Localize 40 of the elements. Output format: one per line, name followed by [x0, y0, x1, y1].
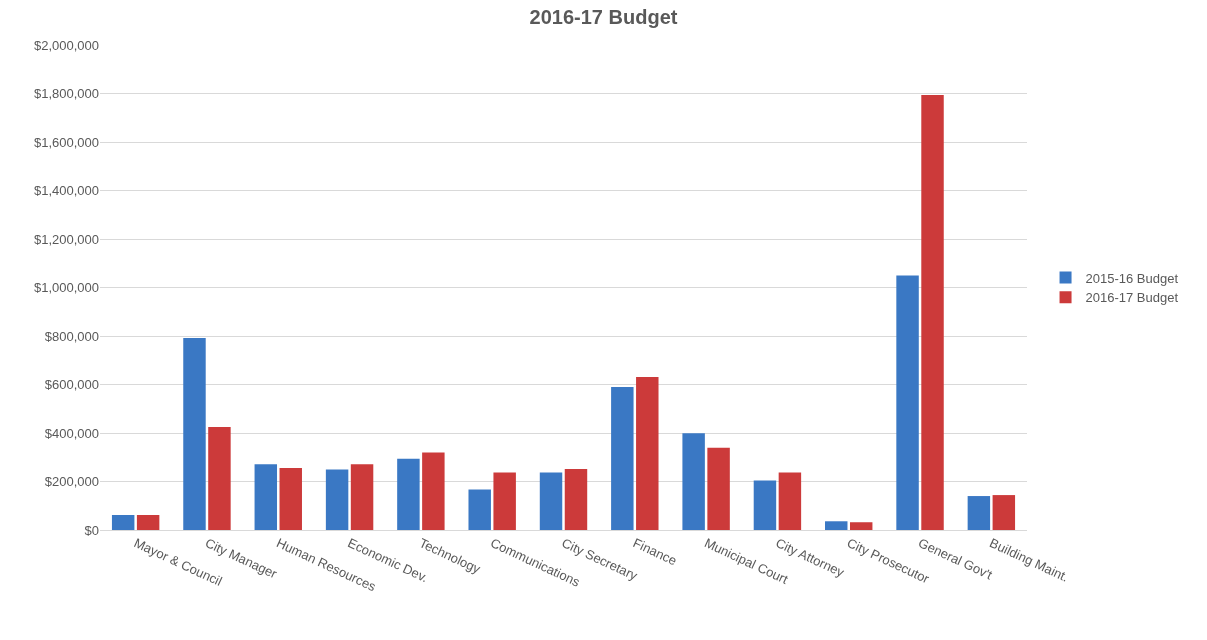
bar	[682, 433, 705, 530]
bar	[254, 464, 278, 530]
bar	[636, 376, 659, 530]
bar	[778, 472, 802, 530]
bar	[849, 522, 873, 530]
bar	[707, 447, 730, 530]
bar	[921, 94, 944, 530]
y-tick-label: $1,800,000	[33, 86, 99, 102]
bar	[111, 514, 135, 530]
legend-label: 2016-17 Budget	[1085, 290, 1179, 306]
y-tick-label: $1,000,000	[33, 280, 99, 296]
bar	[611, 386, 634, 530]
y-tick-label: $800,000	[44, 328, 99, 344]
y-tick-label: $600,000	[44, 377, 99, 393]
bar	[325, 469, 349, 530]
bar	[753, 480, 777, 530]
y-tick-label: $200,000	[44, 474, 99, 490]
bar	[825, 521, 848, 530]
bar	[539, 472, 563, 530]
y-tick-label: $1,400,000	[33, 183, 99, 199]
bar	[967, 496, 991, 530]
bar	[350, 464, 374, 530]
bar	[992, 495, 1016, 530]
y-tick-label: $1,600,000	[33, 134, 99, 150]
y-tick-label: $400,000	[44, 425, 99, 441]
bar	[208, 426, 231, 530]
bar	[422, 452, 445, 530]
y-tick-label: $1,200,000	[33, 231, 99, 247]
legend-label: 2015-16 Budget	[1085, 270, 1179, 286]
bar	[896, 275, 919, 530]
y-tick-label: $0	[84, 522, 99, 538]
bar	[279, 467, 302, 530]
bar	[468, 489, 491, 530]
y-tick-label: $2,000,000	[33, 37, 99, 53]
bar	[493, 472, 516, 530]
bar	[564, 468, 588, 530]
bar	[183, 337, 206, 530]
bar	[397, 458, 420, 530]
chart-title: 2016-17 Budget	[529, 5, 678, 28]
bar	[136, 514, 160, 530]
